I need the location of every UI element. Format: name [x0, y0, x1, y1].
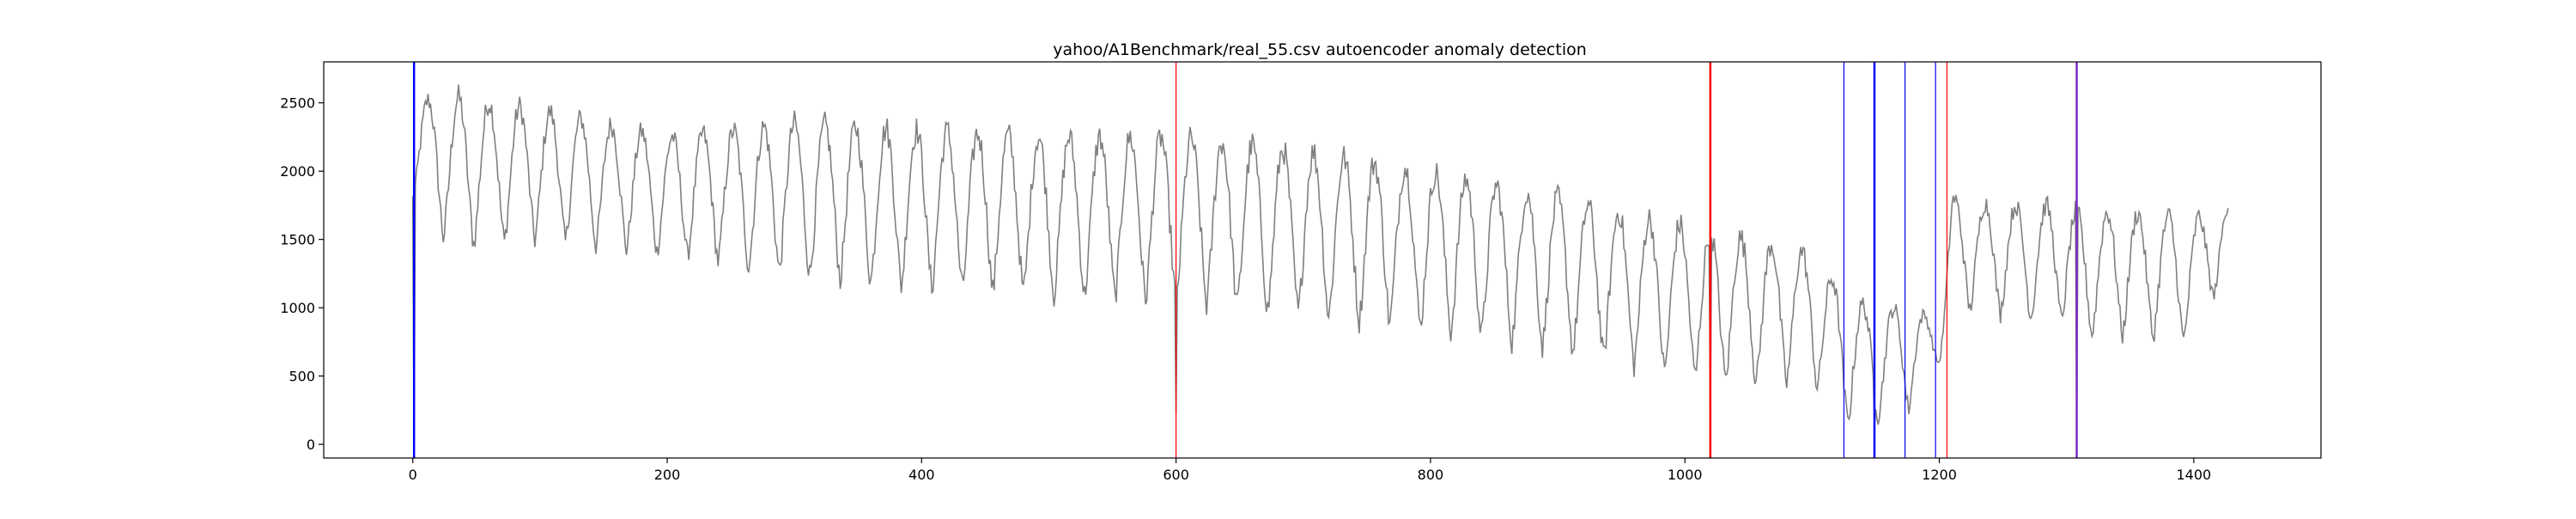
plot-frame [323, 61, 2322, 459]
x-tick-label-2: 400 [908, 467, 935, 483]
y-tick-label-2: 1000 [280, 300, 315, 316]
x-tick-label-0: 0 [409, 467, 417, 483]
x-tick-label-4: 800 [1418, 467, 1444, 483]
y-tick-label-3: 1500 [280, 232, 315, 248]
chart-title: yahoo/A1Benchmark/real_55.csv autoencode… [1053, 40, 1587, 59]
y-tick-label-4: 2000 [280, 163, 315, 180]
y-tick-label-0: 0 [307, 437, 315, 453]
x-tick-label-7: 1400 [2176, 467, 2211, 483]
series-line-0 [411, 84, 2229, 445]
x-tick-label-5: 1000 [1668, 467, 1703, 483]
y-tick-label-1: 500 [289, 369, 315, 385]
y-tick-label-5: 2500 [280, 95, 315, 112]
x-tick-label-6: 1200 [1922, 467, 1957, 483]
x-tick-label-3: 600 [1163, 467, 1189, 483]
x-tick-label-1: 200 [654, 467, 681, 483]
